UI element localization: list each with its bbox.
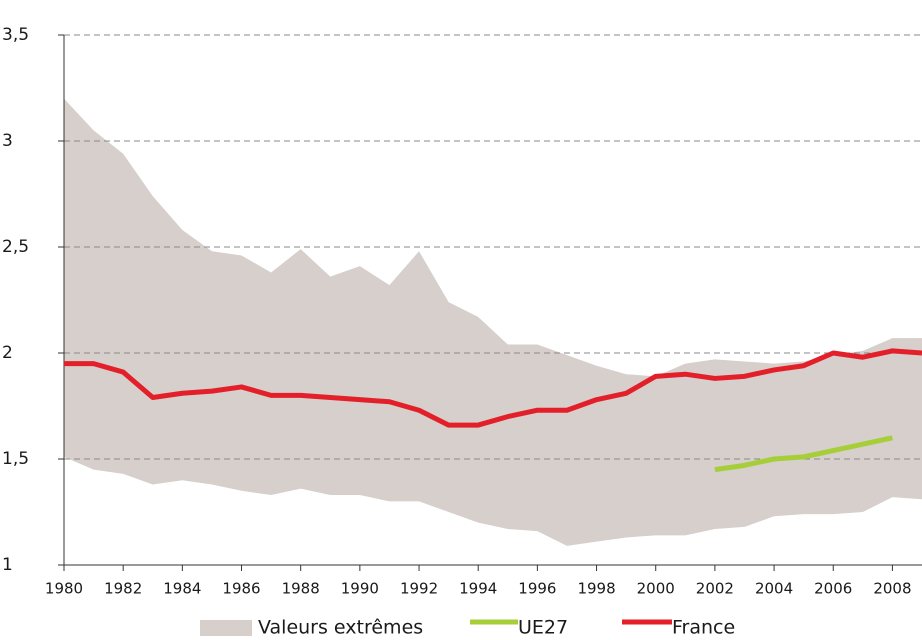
line [714,435,893,473]
x-tick-label: 2006 [814,580,852,598]
legend-label: France [672,617,735,639]
x-tick-label: 1984 [163,580,201,598]
x-tick-label: 2000 [637,580,675,598]
x-tick-label: 1980 [45,580,83,598]
legend-label: Valeurs extrêmes [258,617,423,639]
y-tick-label: 3 [2,131,13,151]
x-tick-label: 1982 [104,580,142,598]
x-tick-label: 1994 [459,580,497,598]
range-area [64,98,922,546]
line [64,348,922,428]
x-tick-label: 1988 [282,580,320,598]
y-tick-label: 2 [2,343,13,363]
x-tick-label: 2008 [873,580,911,598]
x-tick-label: 1990 [341,580,379,598]
y-tick-label: 1,5 [2,449,29,469]
y-tick-label: 3,5 [2,25,29,45]
legend-swatch [200,620,252,636]
x-tick-label: 2004 [755,580,793,598]
x-tick-label: 2002 [696,580,734,598]
y-tick-label: 1 [2,555,13,575]
y-tick-label: 2,5 [2,237,29,257]
legend-label: UE27 [518,617,568,639]
x-tick-label: 1992 [400,580,438,598]
x-tick-label: 1986 [222,580,260,598]
x-tick-label: 1998 [577,580,615,598]
x-tick-label: 1996 [518,580,556,598]
